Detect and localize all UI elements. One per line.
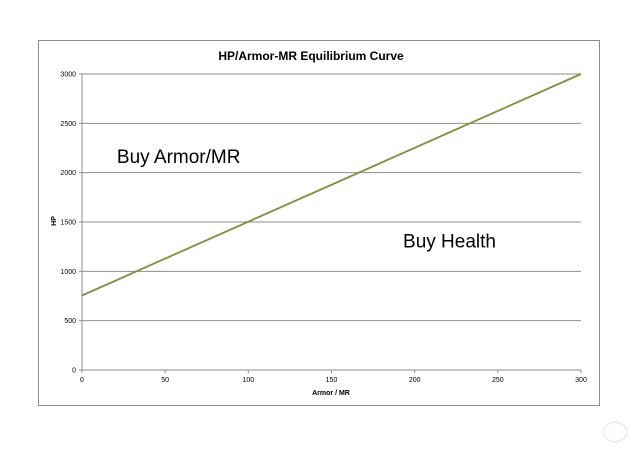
x-axis-title: Armor / MR bbox=[312, 390, 350, 397]
y-tick-label: 2000 bbox=[60, 170, 76, 177]
watermark bbox=[604, 423, 626, 441]
x-tick-label: 200 bbox=[409, 377, 421, 384]
y-tick-label: 3000 bbox=[60, 72, 76, 79]
chart-frame: HP/Armor-MR Equilibrium Curve 0 500 1000 15… bbox=[38, 40, 600, 406]
chart-svg: HP/Armor-MR Equilibrium Curve 0500100015… bbox=[51, 49, 587, 397]
y-tick-label: 500 bbox=[64, 318, 76, 325]
chat-bubble-icon bbox=[604, 423, 626, 441]
x-tick-label: 300 bbox=[575, 377, 587, 384]
y-tick-label: 1000 bbox=[60, 269, 76, 276]
x-tick-label: 0 bbox=[80, 377, 84, 384]
axis-layer: 0 500 1000 1500 2000 2500 3000 0 50 100 150 200 250 3… bbox=[60, 72, 587, 385]
series-line bbox=[81, 73, 582, 297]
chart-title: HP/Armor-MR Equilibrium Curve bbox=[218, 49, 404, 63]
annotation-label: Buy Armor/MR bbox=[117, 147, 241, 168]
annotation-layer: Buy Armor/MR Buy Health bbox=[117, 147, 496, 253]
y-tick-label: 2500 bbox=[60, 121, 76, 128]
x-tick-label: 250 bbox=[492, 377, 504, 384]
grid-layer bbox=[82, 73, 581, 322]
y-tick-label: 1500 bbox=[60, 220, 76, 227]
x-tick-label: 50 bbox=[161, 377, 169, 384]
x-tick-label: 100 bbox=[242, 377, 254, 384]
annotation-label: Buy Health bbox=[403, 232, 496, 253]
y-axis-title: HP bbox=[51, 216, 58, 226]
series-layer bbox=[81, 73, 582, 297]
y-tick-label: 0 bbox=[72, 368, 76, 375]
x-tick-label: 150 bbox=[326, 377, 338, 384]
